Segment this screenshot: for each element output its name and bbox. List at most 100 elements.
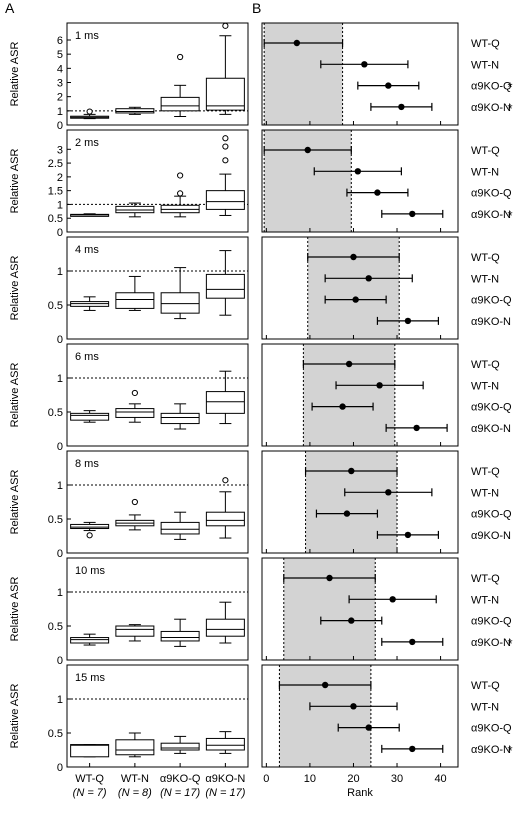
box-iqr — [160, 630, 200, 642]
shaded-region — [307, 237, 400, 339]
category-label: WT-Q — [75, 773, 104, 785]
rank-point: α9KO-N — [385, 423, 511, 435]
mean-dot — [350, 253, 357, 261]
y-tick-label: 3 — [57, 144, 63, 156]
x-tick-label: 0 — [263, 773, 269, 785]
y-tick-label: 2 — [57, 172, 63, 184]
group-label: α9KO-Q — [471, 723, 512, 735]
shaded-region — [303, 344, 395, 446]
box-iqr — [205, 511, 245, 527]
y-axis-label: Relative ASR — [9, 256, 21, 321]
rank-point: α9KO-N* — [381, 636, 513, 651]
y-axis-label: Relative ASR — [9, 684, 21, 749]
group-label: WT-Q — [471, 252, 500, 264]
y-tick-label: 3 — [57, 78, 63, 90]
box — [70, 633, 110, 646]
rank-point: WT-Q — [263, 145, 500, 157]
box-iqr — [115, 739, 155, 756]
rank-point: α9KO-Q — [320, 616, 512, 628]
y-tick-label: 0 — [57, 655, 63, 667]
mean-dot — [409, 210, 416, 218]
box-iqr — [160, 742, 200, 751]
y-tick-label: 0 — [57, 441, 63, 453]
category-n-label: (N = 17) — [205, 787, 245, 799]
y-tick-label: 5 — [57, 49, 63, 61]
y-axis-label: Relative ASR — [9, 470, 21, 535]
mean-dot — [352, 296, 359, 303]
y-tick-label: 0 — [57, 548, 63, 560]
significance-star: * — [507, 208, 512, 223]
rank-point: WT-N — [344, 487, 499, 499]
significance-star: * — [507, 101, 512, 116]
group-label: WT-Q — [471, 680, 500, 692]
group-label: WT-Q — [471, 359, 500, 371]
box-plot-row: 10 ms Relative ASR 0 0.5 1 — [9, 557, 249, 667]
group-label: α9KO-N — [471, 423, 511, 435]
rank-point: WT-N — [335, 380, 499, 392]
box — [115, 275, 155, 311]
box-iqr — [115, 625, 155, 637]
y-tick-label: 1 — [57, 694, 63, 706]
y-tick-label: 0.5 — [48, 514, 63, 526]
significance-star: * — [507, 743, 512, 758]
group-label: α9KO-Q — [471, 295, 512, 307]
y-tick-label: 1.5 — [48, 186, 63, 198]
outlier-point — [222, 157, 229, 164]
box — [115, 732, 155, 758]
mean-dot — [345, 360, 353, 368]
box — [205, 22, 245, 115]
mean-dot — [404, 531, 412, 539]
outlier-point — [222, 22, 229, 29]
group-label: WT-N — [471, 594, 499, 606]
row-label: 4 ms — [75, 244, 99, 256]
box-iqr — [160, 292, 200, 314]
mean-dot — [376, 382, 383, 389]
rank-point: α9KO-N — [376, 530, 511, 542]
rank-point: WT-N — [348, 594, 499, 606]
y-tick-label: 6 — [57, 35, 63, 47]
rank-point: WT-Q — [304, 466, 500, 478]
box — [115, 624, 155, 642]
mean-dot — [413, 424, 420, 432]
shaded-region — [283, 558, 376, 660]
box — [160, 511, 200, 540]
group-label: WT-N — [471, 380, 499, 392]
significance-star: * — [507, 80, 512, 95]
category-label: α9KO-Q — [160, 773, 201, 785]
rank-row: WT-Q WT-N α9KO-Q α9KO-N — [261, 343, 512, 447]
group-label: α9KO-N — [471, 637, 511, 649]
box — [70, 744, 110, 758]
plot-frame — [261, 450, 459, 554]
rank-point: α9KO-N — [376, 316, 511, 328]
y-axis-label: Relative ASR — [9, 577, 21, 642]
outlier-point — [177, 190, 184, 197]
box-iqr — [205, 77, 245, 111]
y-tick-label: 0 — [57, 762, 63, 774]
outlier-point — [177, 172, 184, 179]
box — [115, 389, 155, 423]
group-label: WT-N — [471, 273, 499, 285]
plot-frame — [261, 129, 459, 233]
rank-point: α9KO-N* — [370, 101, 513, 116]
group-label: WT-Q — [471, 573, 500, 585]
box-iqr — [115, 408, 155, 418]
box-plot-row: 1 ms Relative ASR 0 1 2 3 4 5 6 — [9, 22, 249, 132]
box — [205, 731, 245, 754]
box — [70, 296, 110, 311]
box — [70, 108, 110, 120]
y-tick-label: 1 — [57, 373, 63, 385]
rank-point: α9KO-Q — [346, 188, 512, 200]
mean-dot — [389, 596, 396, 603]
outlier-point — [222, 143, 229, 150]
box-plot-row: 4 ms Relative ASR 0 0.5 1 — [9, 236, 249, 346]
mean-dot — [409, 745, 416, 753]
box-iqr — [160, 96, 200, 112]
plot-frame — [66, 664, 249, 768]
box-iqr — [160, 521, 200, 535]
mean-dot — [339, 403, 346, 410]
rank-point: WT-N — [309, 701, 499, 713]
box — [205, 250, 245, 316]
mean-dot — [321, 681, 329, 689]
category-n-label: (N = 7) — [73, 787, 107, 799]
